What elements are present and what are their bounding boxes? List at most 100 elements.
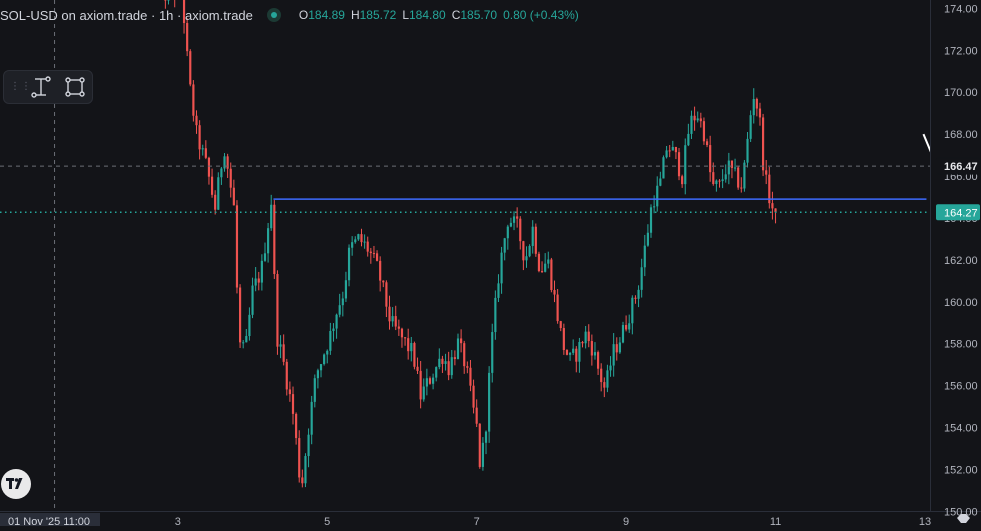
candle	[282, 344, 285, 362]
candle	[207, 157, 211, 177]
candle	[497, 283, 500, 298]
candle	[737, 167, 740, 188]
candle	[220, 168, 223, 178]
candle	[730, 160, 734, 168]
candle	[192, 84, 195, 116]
candle	[593, 352, 597, 356]
candle	[245, 336, 248, 343]
candle	[681, 176, 684, 185]
y-tick-label: 162.00	[944, 255, 978, 267]
candle	[232, 187, 235, 206]
candle	[699, 118, 702, 122]
candle	[743, 162, 746, 189]
candle	[740, 187, 743, 189]
axis-settings-icon	[957, 514, 970, 523]
candle	[718, 180, 721, 182]
candle	[466, 366, 469, 368]
candle	[475, 407, 478, 424]
candle	[705, 141, 709, 146]
candle	[609, 365, 612, 371]
candle	[242, 342, 245, 344]
low-label: L	[402, 8, 409, 22]
candle	[484, 431, 488, 443]
x-tick-label: 5	[324, 516, 330, 526]
candle	[612, 344, 615, 366]
candle	[400, 328, 404, 338]
candle	[326, 350, 329, 355]
candle	[509, 222, 513, 227]
candle	[494, 297, 497, 333]
candle	[447, 361, 450, 376]
candle	[201, 148, 204, 150]
candle	[659, 178, 662, 186]
x-tick-label: 7	[474, 516, 480, 526]
candle	[254, 278, 257, 286]
candle	[164, 0, 167, 1]
candle	[491, 332, 494, 373]
candle	[291, 394, 295, 414]
last-price-label-bg	[936, 204, 980, 221]
candle	[649, 207, 653, 233]
symbol-title[interactable]: SOL-USD on axiom.trade · 1h · axiom.trad…	[0, 7, 253, 23]
candle	[540, 271, 544, 273]
candle	[702, 121, 706, 142]
candle	[721, 179, 724, 182]
candle	[323, 354, 326, 365]
candle	[758, 108, 762, 118]
candle	[335, 314, 338, 329]
y-tick-label: 152.00	[944, 464, 978, 476]
candle	[260, 260, 263, 283]
candle	[435, 367, 438, 378]
candle	[425, 378, 428, 387]
candle	[270, 204, 273, 229]
candle	[478, 423, 481, 467]
candle	[363, 241, 366, 243]
candle	[182, 0, 186, 24]
y-tick-label: 158.00	[944, 339, 978, 351]
text-cursor-icon[interactable]	[28, 74, 54, 100]
crosshair-price-label: 166.47	[944, 161, 978, 173]
close-value: 185.70	[460, 8, 498, 22]
candle	[329, 330, 332, 351]
candle	[347, 247, 351, 281]
candle	[304, 456, 307, 484]
candle	[372, 253, 376, 255]
candle	[749, 115, 752, 139]
drag-handle-icon[interactable]: ⋮⋮	[10, 81, 32, 92]
candle	[472, 385, 475, 408]
candle	[628, 323, 631, 330]
candle	[419, 370, 422, 400]
candle	[238, 287, 242, 343]
candle	[481, 442, 484, 467]
candle	[653, 206, 656, 208]
candle	[544, 263, 547, 272]
crosshair-time-label: 01 Nov '25 11:00	[8, 516, 90, 526]
candle	[559, 321, 562, 329]
candle	[553, 289, 556, 295]
crosshair-time-label-bg	[0, 513, 100, 527]
candle	[438, 358, 441, 368]
candle	[276, 274, 279, 347]
candle	[765, 170, 768, 175]
candle	[712, 172, 715, 185]
candle	[338, 305, 341, 315]
rectangle-select-icon[interactable]	[62, 74, 88, 100]
candle	[637, 289, 640, 299]
close-label: C	[451, 8, 461, 22]
candle	[428, 378, 432, 384]
candle	[366, 241, 369, 252]
candle	[671, 146, 674, 151]
candle	[568, 352, 572, 355]
candle	[562, 328, 565, 351]
candle	[295, 413, 298, 439]
candle	[709, 145, 712, 173]
candle	[531, 226, 534, 246]
tradingview-logo-icon[interactable]	[1, 469, 31, 499]
candle	[210, 176, 214, 195]
candle	[351, 242, 354, 248]
candle	[360, 234, 363, 243]
candle	[167, 0, 170, 1]
candle	[413, 343, 416, 367]
